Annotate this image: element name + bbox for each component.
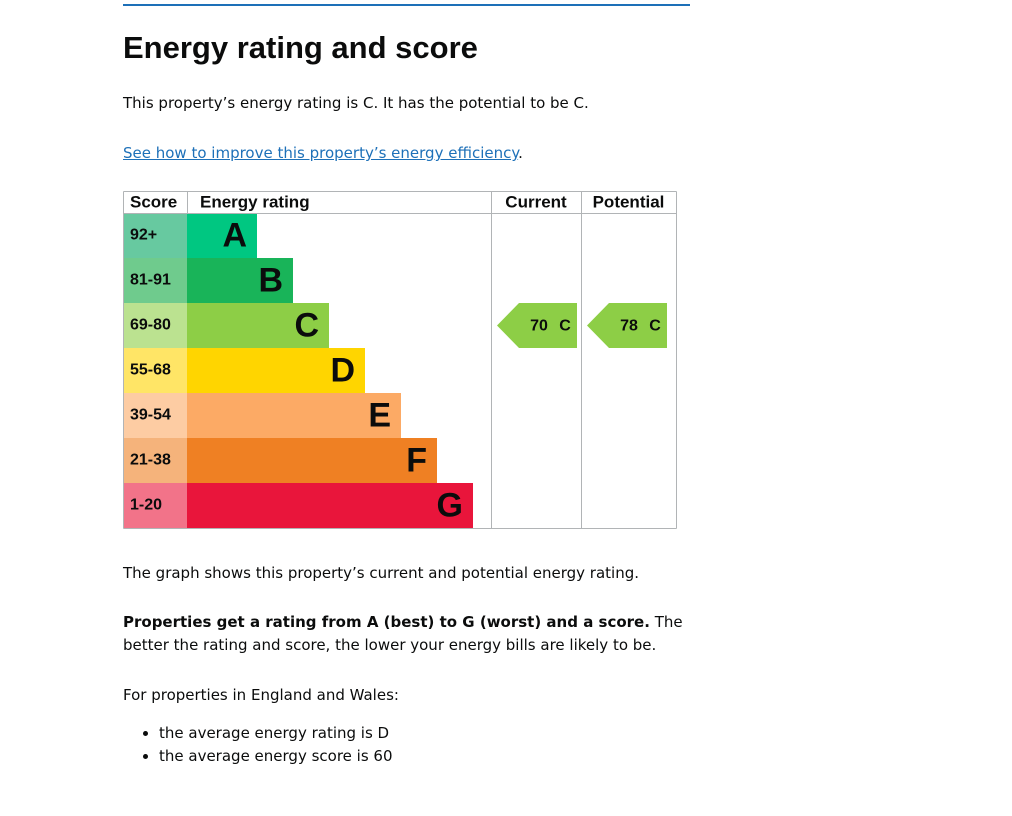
- current-score: 70: [530, 318, 548, 335]
- rating-letter: E: [368, 396, 391, 434]
- average-item: the average energy score is 60: [159, 745, 393, 768]
- score-label: 21-38: [130, 452, 171, 469]
- rating-table: 92+ A 81-91 B 69-80 C 55-68 D 39-54 E 21-38 F 1-20 G S…: [123, 191, 677, 529]
- potential-letter: C: [649, 318, 661, 335]
- rating-info-rest: The better the rating and score, the low…: [123, 613, 683, 654]
- average-intro: For properties in England and Wales:: [123, 686, 399, 704]
- score-cell: [123, 303, 188, 348]
- score-cell: [123, 393, 188, 438]
- rating-bar: [187, 393, 401, 438]
- rating-bar: [187, 348, 365, 393]
- link-line: See how to improve this property’s energ…: [123, 142, 683, 165]
- averages-list: the average energy rating is Dthe averag…: [123, 722, 393, 768]
- score-label: 81-91: [130, 272, 171, 289]
- column-header: Current: [505, 192, 567, 211]
- graph-note: The graph shows this property’s current …: [123, 564, 639, 582]
- rating-bar: [187, 303, 329, 348]
- column-header: Score: [130, 192, 177, 211]
- rating-letter: D: [330, 351, 355, 389]
- column-header: Energy rating: [200, 192, 310, 211]
- rating-letter: B: [258, 261, 283, 299]
- column-header: Potential: [593, 192, 665, 211]
- rating-bar: [187, 483, 473, 528]
- improve-link[interactable]: See how to improve this property’s energ…: [123, 144, 519, 162]
- score-cell: [123, 258, 188, 303]
- heading: Energy rating and score: [123, 30, 478, 65]
- score-cell: [123, 348, 188, 393]
- top-rule: [123, 4, 690, 6]
- score-label: 69-80: [130, 317, 171, 334]
- score-cell: [123, 438, 188, 483]
- score-label: 92+: [130, 227, 157, 244]
- rating-bar: [187, 438, 437, 483]
- current-arrow: [497, 303, 577, 348]
- intro: This property’s energy rating is C. It h…: [123, 94, 589, 112]
- rating-letter: C: [294, 306, 319, 344]
- potential-arrow: [587, 303, 667, 348]
- potential-score: 78: [620, 318, 638, 335]
- score-label: 55-68: [130, 362, 171, 379]
- score-cell: [123, 483, 188, 528]
- rating-info: Properties get a rating from A (best) to…: [123, 611, 683, 657]
- score-label: 39-54: [130, 407, 171, 424]
- rating-info-bold: Properties get a rating from A (best) to…: [123, 613, 650, 631]
- link-suffix: .: [518, 144, 523, 162]
- rating-bar: [187, 258, 293, 303]
- score-cell: [123, 213, 188, 258]
- current-letter: C: [559, 318, 571, 335]
- rating-bar: [187, 213, 257, 258]
- rating-letter: F: [406, 441, 427, 479]
- average-item: the average energy rating is D: [159, 722, 393, 745]
- score-label: 1-20: [130, 497, 162, 514]
- rating-letter: A: [222, 216, 247, 254]
- rating-letter: G: [437, 486, 463, 524]
